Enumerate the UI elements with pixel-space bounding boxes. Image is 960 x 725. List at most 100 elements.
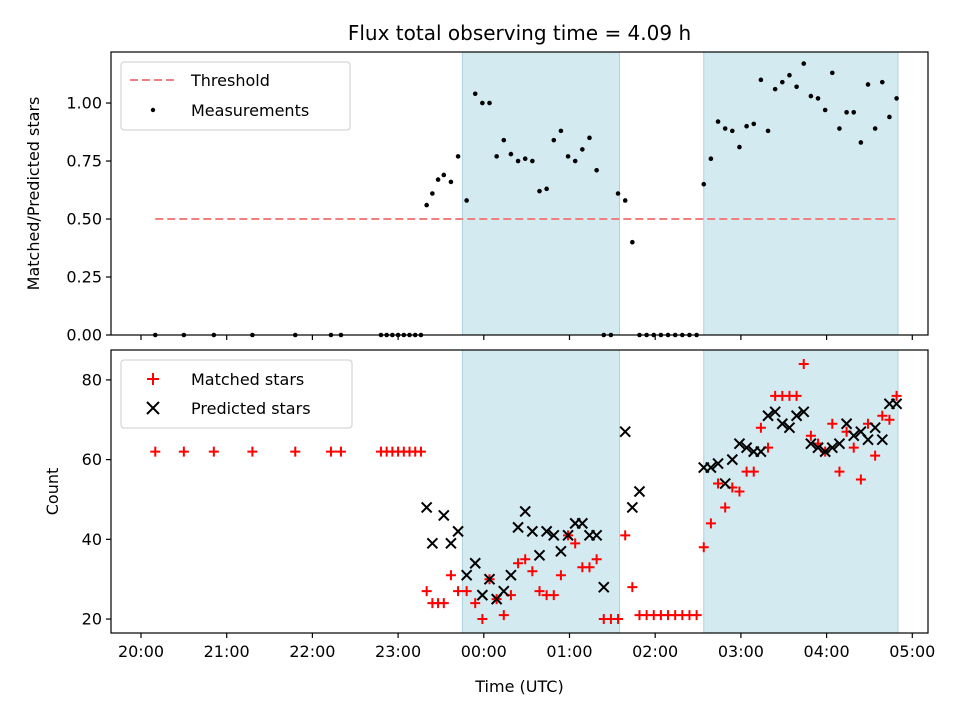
matched-star-point (691, 610, 702, 621)
predicted-star-point (862, 433, 874, 446)
predicted-star-point (869, 422, 881, 434)
chart-title: Flux total observing time = 4.09 h (348, 21, 691, 45)
legend-threshold-label: Threshold (190, 71, 270, 90)
measurement-point (530, 158, 535, 164)
measurement-point (558, 128, 564, 134)
matched-star-point (877, 410, 888, 421)
predicted-star-point (755, 445, 767, 458)
matched-star-point (461, 586, 472, 597)
xtick-label: 23:00 (375, 642, 421, 661)
measurement-point (430, 191, 435, 196)
measurement-point (808, 93, 814, 99)
matched-star-point (798, 358, 809, 369)
x-axis-label: Time (UTC) (474, 677, 563, 696)
predicted-star-point (826, 441, 839, 454)
matched-star-point (415, 446, 426, 457)
measurement-point (501, 137, 507, 143)
measurement-point (708, 156, 714, 162)
predicted-star-point (776, 418, 789, 430)
matched-star-point (584, 562, 595, 573)
xtick-label: 20:00 (118, 642, 164, 661)
measurement-point (787, 72, 792, 78)
predicted-star-point (719, 477, 731, 490)
measurement-point (858, 140, 864, 145)
predicted-star-point (476, 589, 489, 601)
measurement-point (879, 79, 885, 85)
top-plot-frame (110, 51, 929, 336)
predicted-star-point (512, 521, 524, 534)
measurement-point (794, 84, 799, 90)
measurement-point (887, 114, 892, 120)
measurement-point (537, 188, 542, 194)
matched-star-point (620, 530, 631, 541)
predicted-star-point (812, 441, 824, 454)
predicted-star-point (533, 549, 546, 561)
predicted-star-point (445, 537, 457, 550)
matched-star-point (534, 586, 545, 597)
xtick-label: 02:00 (632, 642, 678, 661)
bottom-legend: Matched stars Predicted stars (120, 359, 353, 429)
matched-star-point (705, 518, 716, 529)
measurement-point (551, 137, 557, 143)
predicted-star-point (790, 410, 803, 422)
measurement-point (615, 191, 621, 196)
matched-star-point (325, 446, 336, 457)
measurement-point (894, 96, 899, 101)
measurement-point (494, 154, 499, 159)
predicted-star-point (555, 545, 567, 557)
top-ytick-label: 0.75 (66, 152, 102, 171)
predicted-star-point (798, 406, 810, 418)
top-panel: 0.00 0.25 0.50 0.75 1.00 Flux total observin… (24, 21, 929, 345)
predicted-star-point (726, 453, 739, 466)
measurement-point (737, 144, 742, 150)
matched-star-point (150, 446, 161, 457)
matched-star-point (453, 586, 464, 597)
matched-star-point (848, 442, 859, 453)
matched-star-point (591, 554, 602, 565)
measurement-point (464, 198, 469, 203)
matched-star-point (470, 598, 481, 609)
measurement-point (508, 151, 514, 157)
measurement-point (441, 172, 447, 178)
measurement-point (544, 186, 549, 192)
predicted-star-point (890, 398, 903, 410)
matched-star-point (513, 558, 524, 569)
predicted-star-point (705, 461, 717, 474)
xtick-label: 21:00 (204, 642, 250, 661)
predicted-star-point (762, 410, 774, 422)
measurement-point (455, 154, 461, 159)
measurement-point (522, 156, 528, 162)
predicted-star-point (505, 569, 517, 581)
predicted-star-point (598, 581, 610, 593)
predicted-star-point (733, 437, 746, 450)
xtick-label: 04:00 (804, 642, 850, 661)
predicted-star-point (540, 525, 553, 538)
measurement-point (851, 110, 857, 115)
matched-star-point (627, 582, 638, 593)
predicted-star-point (712, 457, 724, 470)
predicted-star-point (562, 529, 574, 542)
predicted-star-point (526, 525, 539, 538)
matched-star-point (834, 466, 845, 477)
measurement-point (822, 107, 828, 113)
predicted-star-point (619, 426, 631, 438)
predicted-star-point (483, 573, 496, 585)
matched-star-point (884, 414, 895, 425)
legend-matched-label: Matched stars (191, 370, 304, 389)
measurement-point (594, 168, 599, 173)
top-ytick-label: 0.00 (66, 326, 102, 345)
matched-star-point (855, 474, 866, 485)
predicted-star-point (633, 485, 646, 498)
measurement-point (472, 91, 478, 97)
legend-predicted-label: Predicted stars (191, 399, 311, 418)
bottom-ytick-label: 40 (82, 530, 102, 549)
top-shaded-window-1 (703, 51, 899, 336)
predicted-star-point (452, 525, 464, 538)
top-ytick-label: 0.50 (66, 210, 102, 229)
predicted-star-point (783, 422, 796, 434)
measurement-point (515, 158, 521, 164)
measurement-point (830, 70, 835, 76)
xtick-label: 05:00 (889, 642, 935, 661)
bottom-panel: 20 40 60 80 20:00 21:00 22:00 23:00 00:00 01:00 0… (43, 349, 935, 696)
